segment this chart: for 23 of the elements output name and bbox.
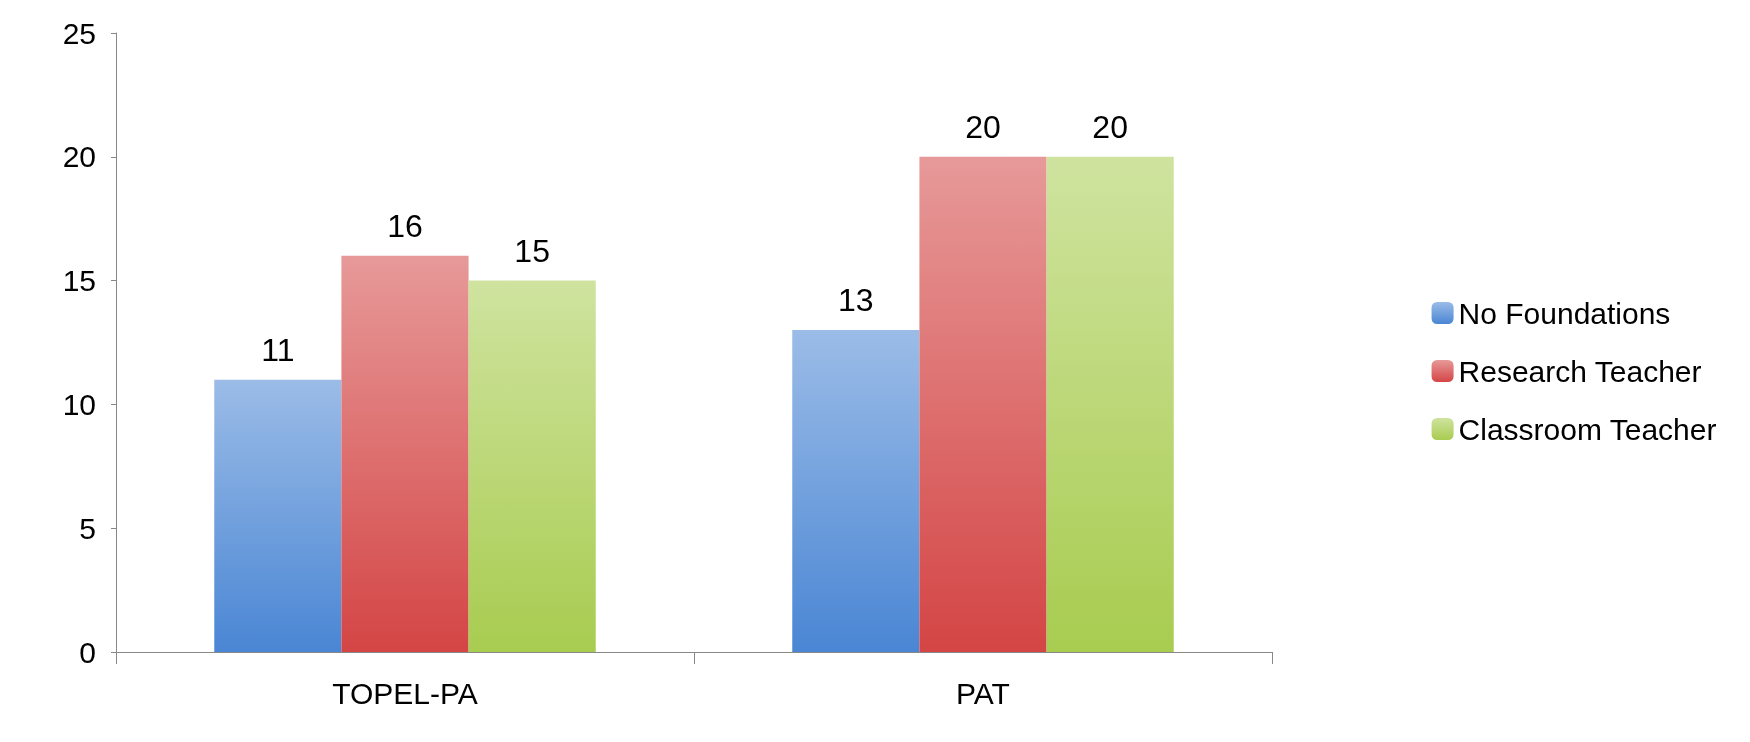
- y-tick-label: 10: [62, 387, 96, 421]
- bar: [919, 156, 1047, 652]
- y-tick-label: 15: [62, 264, 96, 298]
- x-tick-label: TOPEL-PA: [332, 676, 478, 710]
- legend-label: Classroom Teacher: [1458, 412, 1717, 446]
- data-label: 15: [514, 232, 550, 269]
- bar: [341, 255, 469, 652]
- y-tick-label: 0: [79, 635, 96, 669]
- data-label: 11: [261, 331, 295, 368]
- bar: [214, 379, 342, 652]
- legend-label: No Foundations: [1458, 296, 1671, 330]
- data-label: 16: [387, 207, 423, 244]
- x-tick-label: PAT: [956, 676, 1010, 710]
- data-label: 20: [1092, 108, 1128, 145]
- bar: [468, 280, 596, 652]
- y-tick-label: 20: [62, 140, 96, 174]
- bar: [792, 330, 920, 652]
- data-label: 20: [965, 108, 1001, 145]
- y-tick-label: 25: [62, 16, 96, 50]
- data-label: 13: [838, 282, 874, 319]
- legend-label: Research Teacher: [1458, 354, 1702, 388]
- y-tick-label: 5: [79, 511, 96, 545]
- bar: [1046, 156, 1174, 652]
